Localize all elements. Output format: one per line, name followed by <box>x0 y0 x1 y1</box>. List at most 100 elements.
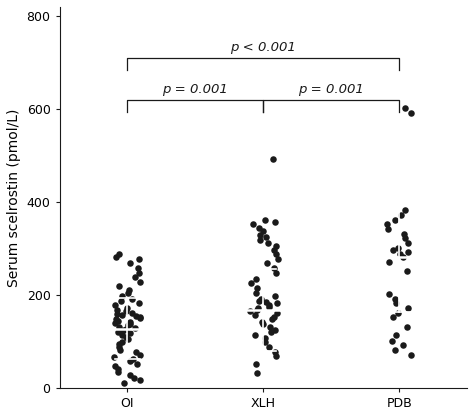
Point <box>252 289 260 296</box>
Point <box>272 293 279 299</box>
Point <box>391 296 399 302</box>
Point <box>115 282 123 289</box>
Point <box>273 309 281 316</box>
Point <box>113 306 121 313</box>
Point <box>399 254 407 260</box>
Point <box>407 351 415 358</box>
Point <box>274 256 282 262</box>
Point <box>251 311 259 318</box>
Point <box>252 361 260 367</box>
Point <box>112 362 119 369</box>
Point <box>130 374 137 381</box>
Point <box>254 305 262 311</box>
Text: p = 0.001: p = 0.001 <box>298 83 364 96</box>
Point <box>115 317 122 324</box>
Point <box>132 313 140 319</box>
Point <box>136 315 144 322</box>
Point <box>270 314 277 321</box>
Point <box>114 365 122 372</box>
Point <box>266 302 273 309</box>
Point <box>263 299 270 305</box>
Point <box>383 221 391 228</box>
Point <box>137 279 144 285</box>
Point <box>265 344 273 350</box>
Point <box>255 297 263 304</box>
Point <box>110 354 118 360</box>
Point <box>251 331 258 338</box>
Text: p = 0.001: p = 0.001 <box>163 83 228 96</box>
Point <box>120 380 128 387</box>
Point <box>122 334 129 340</box>
Point <box>265 303 273 310</box>
Point <box>401 207 409 214</box>
Point <box>118 338 126 345</box>
Point <box>254 370 261 377</box>
Point <box>118 328 126 335</box>
Point <box>128 296 136 302</box>
Point <box>127 319 134 325</box>
Point <box>270 265 277 271</box>
Point <box>136 376 144 383</box>
Point <box>128 309 136 316</box>
Point <box>124 305 131 311</box>
Point <box>118 293 126 299</box>
Point <box>255 224 263 231</box>
Point <box>261 334 268 341</box>
Point <box>115 341 123 347</box>
Point <box>389 314 397 321</box>
Point <box>259 321 267 327</box>
Point <box>114 329 121 336</box>
Point <box>384 226 392 232</box>
Point <box>135 265 142 271</box>
Point <box>401 235 409 242</box>
Point <box>272 243 280 250</box>
Point <box>391 216 399 223</box>
Point <box>124 336 132 343</box>
Point <box>270 246 278 253</box>
Point <box>115 344 123 350</box>
Point <box>116 323 123 330</box>
Point <box>405 240 412 246</box>
Point <box>112 316 119 323</box>
Point <box>116 347 123 353</box>
Point <box>247 280 255 287</box>
Point <box>394 244 401 251</box>
Point <box>256 237 264 244</box>
Point <box>111 302 118 309</box>
Point <box>269 156 277 163</box>
Point <box>271 349 279 355</box>
Point <box>257 296 264 302</box>
Point <box>391 347 399 353</box>
Point <box>113 310 120 317</box>
Point <box>400 342 407 349</box>
Point <box>262 234 270 240</box>
Point <box>271 219 279 225</box>
Point <box>403 268 411 274</box>
Point <box>127 330 134 337</box>
Point <box>253 306 261 313</box>
Point <box>258 319 265 325</box>
Point <box>256 231 264 238</box>
Point <box>407 110 415 116</box>
Point <box>124 289 132 296</box>
Point <box>246 308 254 315</box>
Point <box>392 331 400 338</box>
Point <box>135 300 142 307</box>
Point <box>397 212 404 219</box>
Point <box>273 300 280 307</box>
Point <box>112 254 120 260</box>
Point <box>111 319 119 326</box>
Point <box>126 321 134 327</box>
Text: p < 0.001: p < 0.001 <box>230 41 296 54</box>
Point <box>122 325 130 332</box>
Point <box>135 256 143 262</box>
Point <box>262 339 269 346</box>
Point <box>115 251 123 258</box>
Point <box>390 246 397 253</box>
Point <box>385 291 393 297</box>
Point <box>120 327 128 333</box>
Point <box>125 286 133 293</box>
Point <box>134 361 141 367</box>
Point <box>131 274 139 281</box>
Point <box>118 331 126 338</box>
